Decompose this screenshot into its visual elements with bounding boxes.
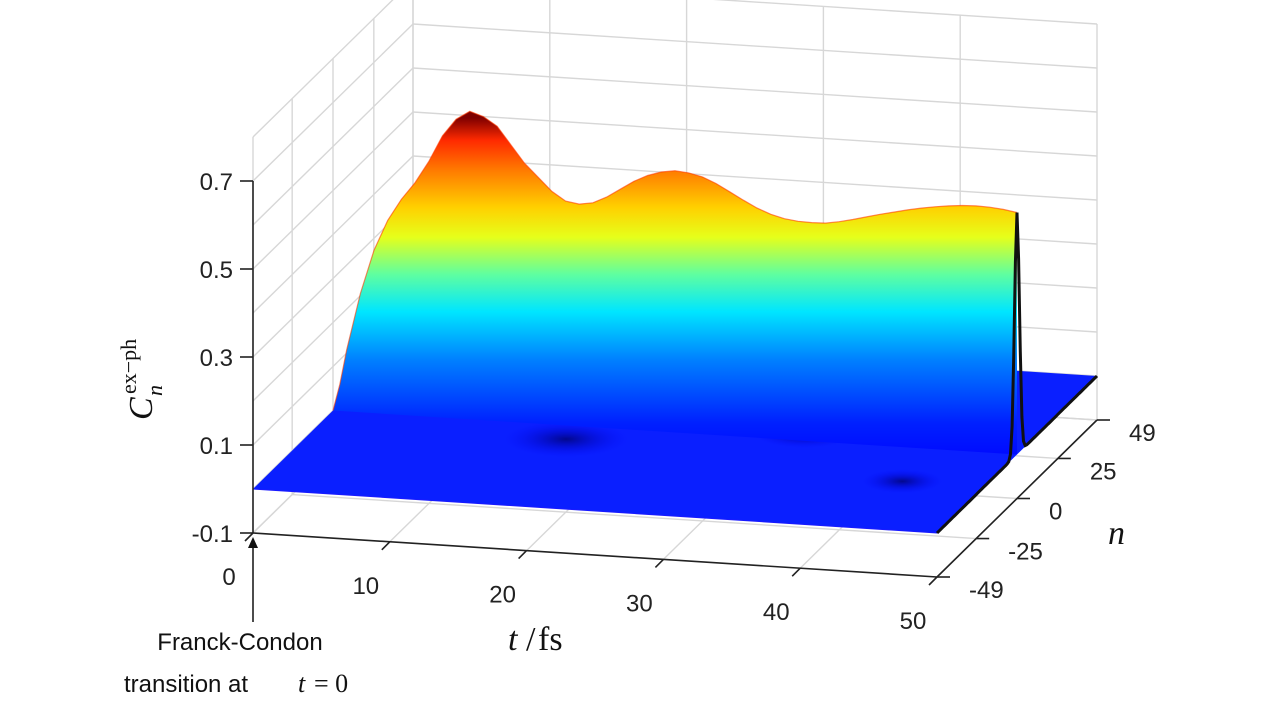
grid-line-back-z xyxy=(412,111,1098,157)
ridge-surface xyxy=(333,111,1017,455)
z-axis-sub: n xyxy=(142,385,167,396)
end-profile-curve xyxy=(935,212,1099,535)
z-tick-label: 0.5 xyxy=(200,257,233,284)
x-tick-label: 30 xyxy=(626,590,653,617)
x-tick-label: 0 xyxy=(222,564,235,591)
x-axis-line xyxy=(252,532,938,578)
x-axis-slash: / xyxy=(526,621,536,658)
x-axis-var: t xyxy=(508,621,519,658)
x-tick-mark xyxy=(244,532,254,542)
x-axis-unit: fs xyxy=(538,621,563,658)
annotation-eq: = 0 xyxy=(314,669,348,698)
z-axis-title: C n ex−ph xyxy=(116,339,167,420)
y-axis-title: n xyxy=(1108,515,1125,552)
grid-line-left-z xyxy=(252,23,414,182)
y-tick-label: 0 xyxy=(1049,499,1062,526)
y-tick-label: 25 xyxy=(1090,458,1117,485)
z-axis-var: C xyxy=(123,397,160,420)
floor-dip xyxy=(504,421,629,458)
floor-front-edge xyxy=(252,488,938,534)
surface-ridge xyxy=(332,110,1099,535)
grid-line-left-z xyxy=(252,67,414,226)
annotation-var: t xyxy=(298,669,306,698)
grid-line-floor-n xyxy=(292,493,977,540)
grid-line-left-z xyxy=(252,111,414,270)
annotation-line-2: transition at xyxy=(124,671,248,698)
x-tick-label: 10 xyxy=(352,573,379,600)
grid-line-back-z xyxy=(412,23,1098,69)
x-tick-mark xyxy=(654,558,664,568)
y-tick-label: -25 xyxy=(1008,539,1043,566)
z-tick-label: 0.3 xyxy=(200,345,233,372)
x-tick-mark xyxy=(518,550,528,560)
annotation-arrow-head xyxy=(248,537,258,548)
grid-line-back-z xyxy=(412,67,1098,113)
x-tick-label: 20 xyxy=(489,582,516,609)
x-tick-mark xyxy=(928,576,938,586)
x-tick-mark xyxy=(381,541,391,551)
x-tick-label: 50 xyxy=(900,608,927,635)
y-tick-label: -49 xyxy=(969,577,1004,604)
annotation-line-1: Franck-Condon xyxy=(157,629,322,656)
grid-line-back-z xyxy=(713,0,1098,25)
y-tick-label: 49 xyxy=(1129,420,1156,447)
franck-condon-annotation: Franck-Condon transition at t = 0 xyxy=(124,537,348,698)
floor-dip xyxy=(862,469,943,494)
grid-line-left-z xyxy=(252,0,394,138)
z-tick-label: 0.1 xyxy=(200,433,233,460)
grid-line-left-z xyxy=(252,155,414,314)
x-tick-mark xyxy=(791,567,801,577)
z-axis-sup: ex−ph xyxy=(116,339,141,394)
z-tick-label: -0.1 xyxy=(192,521,233,548)
grid-line-back-z xyxy=(412,155,1098,201)
x-tick-label: 40 xyxy=(763,599,790,626)
ridge-crest-line xyxy=(332,110,1018,411)
x-axis-title: t / fs xyxy=(508,621,563,658)
z-tick-label: 0.7 xyxy=(200,169,233,196)
